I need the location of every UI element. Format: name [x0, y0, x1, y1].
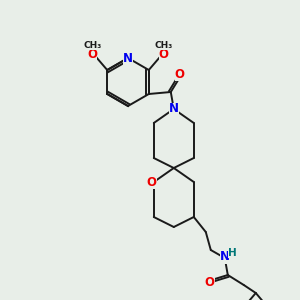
Text: O: O	[87, 49, 97, 62]
Text: O: O	[147, 176, 157, 188]
Text: O: O	[159, 49, 169, 62]
Text: N: N	[220, 250, 230, 263]
Text: CH₃: CH₃	[83, 40, 101, 50]
Text: N: N	[123, 52, 133, 64]
Text: O: O	[175, 68, 185, 80]
Text: N: N	[169, 103, 179, 116]
Text: O: O	[205, 275, 215, 289]
Text: CH₃: CH₃	[155, 40, 173, 50]
Text: H: H	[228, 248, 237, 258]
